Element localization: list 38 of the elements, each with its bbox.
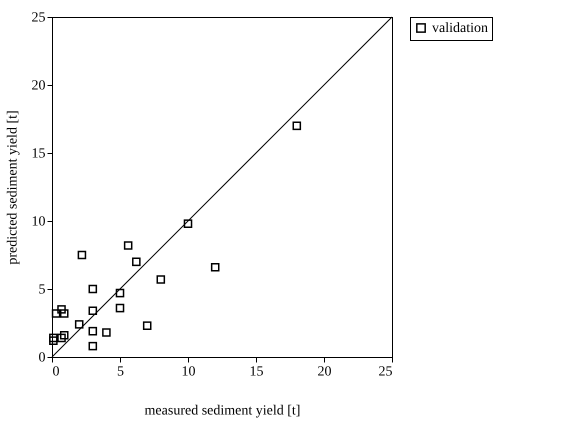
point — [60, 330, 69, 340]
point — [292, 122, 302, 130]
point — [88, 342, 98, 350]
point — [142, 321, 152, 330]
x-tick-label: 10 — [182, 364, 196, 380]
legend-label: validation — [432, 21, 488, 36]
point — [184, 219, 192, 228]
y-tick-label: 20 — [32, 78, 46, 94]
point — [74, 320, 84, 329]
point — [60, 309, 69, 318]
x-tick-label: 25 — [378, 364, 392, 380]
point — [49, 336, 58, 345]
point — [116, 288, 124, 298]
y-tick-label: 25 — [32, 10, 46, 26]
x-tick-label: 0 — [52, 364, 60, 380]
y-tick-label: 5 — [38, 282, 46, 298]
point — [124, 241, 132, 250]
y-axis-title: predicted sediment yield [t] — [6, 110, 20, 265]
y-tick-label: 10 — [32, 214, 46, 230]
point — [132, 258, 141, 266]
point — [116, 304, 124, 312]
x-tick-label: 15 — [250, 364, 264, 380]
y-tick-label: 15 — [32, 146, 46, 162]
point — [57, 334, 66, 342]
point — [102, 328, 111, 337]
y-tick-label: 0 — [38, 350, 46, 366]
x-tick-label: 5 — [117, 364, 124, 380]
x-axis-title: measured sediment yield [t] — [144, 404, 300, 418]
x-tick-label: 20 — [318, 364, 332, 380]
point — [88, 306, 98, 316]
point — [88, 326, 98, 336]
point — [49, 334, 58, 342]
point — [88, 284, 98, 294]
point — [52, 309, 60, 318]
point — [57, 305, 66, 314]
point — [78, 250, 86, 260]
point — [156, 275, 166, 284]
point — [210, 262, 220, 272]
